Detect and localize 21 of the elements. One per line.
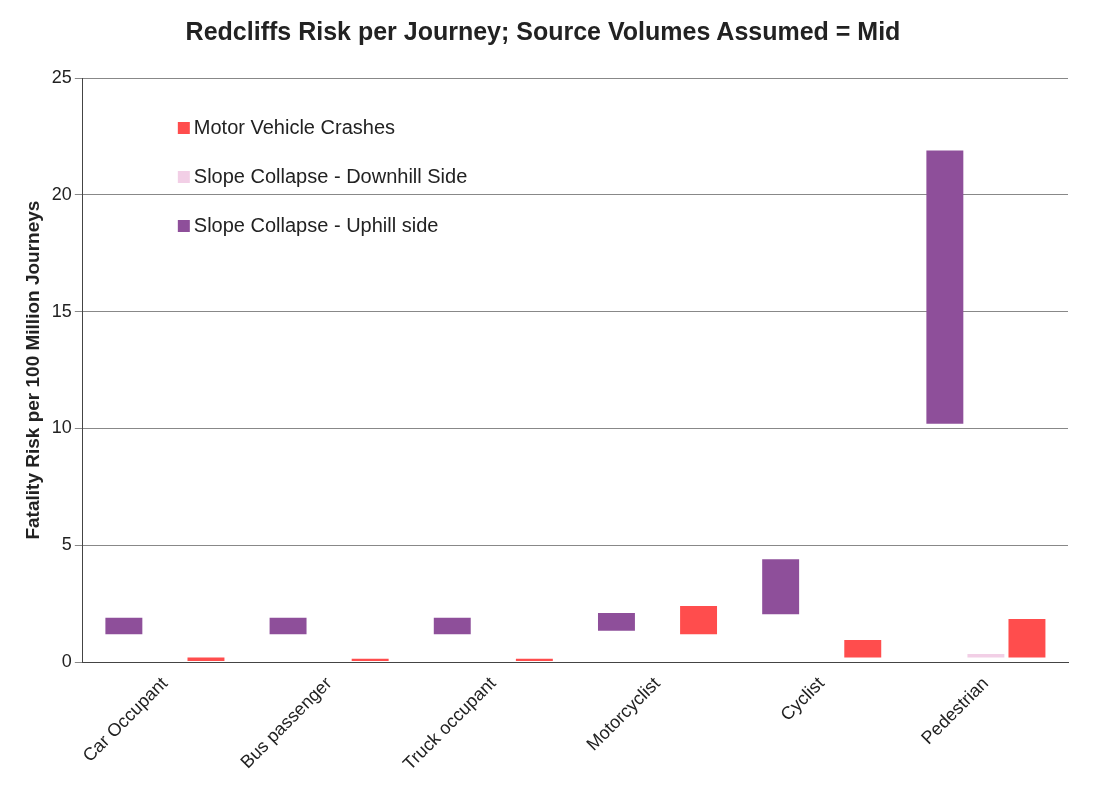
legend-label: Motor Vehicle Crashes [193, 115, 396, 138]
y-tick-label: 5 [61, 534, 72, 555]
bar [680, 606, 718, 635]
y-tick-label: 20 [51, 183, 72, 204]
y-tick-label: 10 [51, 417, 72, 438]
bar [1008, 618, 1046, 658]
bar [269, 617, 307, 635]
y-tick-label: 25 [51, 66, 72, 87]
bar [105, 617, 143, 635]
chart-title: Redcliffs Risk per Journey; Source Volumes Assumed = Mid [185, 16, 901, 45]
y-axis-title: Fatality Risk per 100 Million Journeys [21, 200, 43, 540]
bar [433, 617, 471, 635]
y-tick-label: 0 [61, 651, 72, 672]
bar [597, 613, 635, 631]
bar [926, 150, 964, 424]
bar [762, 559, 800, 615]
y-tick-label: 15 [51, 300, 72, 321]
legend-label: Slope Collapse - Downhill Side [193, 164, 468, 187]
legend-label: Slope Collapse - Uphill side [193, 213, 439, 236]
bar [844, 639, 882, 658]
bar [967, 654, 1005, 658]
